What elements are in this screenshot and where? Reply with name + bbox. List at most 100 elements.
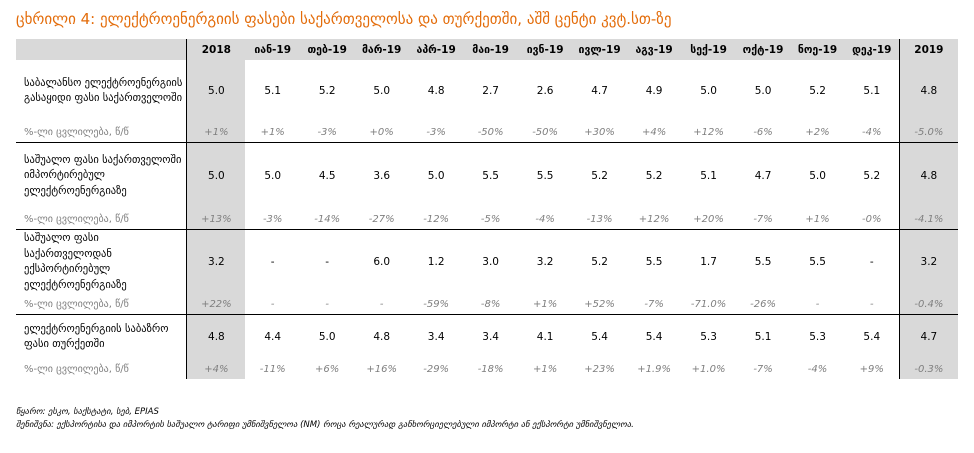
- value-cell: 5.0: [754, 85, 772, 97]
- change-cell: +1.9%: [637, 363, 671, 375]
- value-cell: 6.0: [354, 229, 409, 294]
- remark-note: შენიშვნა: ექსპორტისა და იმპორტის საშუალო…: [16, 420, 634, 430]
- value-cell: 3.2: [517, 229, 573, 294]
- change-cell: +12%: [693, 126, 724, 138]
- value-cell: 5.0: [700, 85, 717, 97]
- value-cell: 5.1: [264, 85, 282, 97]
- change-cell: -: [869, 298, 874, 310]
- value-cell: 5.0: [299, 314, 355, 359]
- change-cell: +12%: [638, 213, 670, 225]
- change-cell: -3%: [426, 126, 446, 138]
- change-cell: -: [815, 298, 820, 310]
- price-table: 2018 იან-19 თებ-19 მარ-19 აპრ-19 მაი-19 …: [16, 39, 958, 379]
- col-header: მაი-19: [463, 39, 518, 60]
- value-cell: 5.5: [626, 229, 682, 294]
- value-cell: -: [245, 229, 300, 294]
- change-cell: -14%: [314, 213, 341, 225]
- change-cell: -0%: [862, 213, 882, 225]
- change-cell: +1.0%: [691, 363, 726, 375]
- value-cell: 5.2: [809, 85, 826, 97]
- change-label: %-ლი ცვლილება, წ/წ: [24, 213, 129, 225]
- value-cell: 5.0: [245, 142, 300, 209]
- value-cell: 3.0: [463, 229, 518, 294]
- col-header: იან-19: [245, 39, 300, 60]
- change-cell: +4%: [186, 359, 246, 379]
- row-label: საშუალო ფასი საქართველოში იმპორტირებულ ე…: [16, 142, 187, 209]
- value-cell: 4.4: [245, 314, 300, 359]
- value-cell: 4.8: [898, 60, 958, 122]
- row-label: ელექტროენერგიის საბაზრო ფასი თურქეთში: [16, 314, 187, 359]
- value-cell: 4.5: [299, 142, 355, 209]
- value-cell: 5.0: [790, 142, 845, 209]
- change-cell: -29%: [423, 363, 450, 375]
- change-cell: +13%: [186, 209, 246, 230]
- value-cell: 3.6: [354, 142, 409, 209]
- change-row: %-ლი ცვლილება, წ/წ +1% +1% -3% +0% -3% -50% -50…: [16, 122, 958, 143]
- table-title: ცხრილი 4: ელექტროენერგიის ფასები საქართვ…: [16, 10, 672, 28]
- change-cell: +1%: [532, 363, 558, 375]
- col-header: ივნ-19: [517, 39, 573, 60]
- change-cell: -4%: [807, 363, 828, 375]
- value-cell: 5.5: [517, 142, 573, 209]
- value-cell: -: [299, 229, 355, 294]
- value-cell: 4.1: [517, 314, 573, 359]
- value-cell: 5.4: [626, 314, 682, 359]
- change-cell: -6%: [753, 126, 773, 138]
- value-cell: 4.7: [591, 85, 608, 97]
- value-cell: 5.0: [408, 142, 464, 209]
- change-cell: +16%: [366, 363, 397, 375]
- change-label: %-ლი ცვლილება, წ/წ: [24, 126, 129, 138]
- change-cell: -7%: [753, 213, 773, 225]
- value-cell: 4.8: [354, 314, 409, 359]
- col-header: აგვ-19: [626, 39, 682, 60]
- change-cell: +9%: [859, 363, 884, 375]
- change-cell: +2%: [805, 126, 830, 138]
- change-cell: +52%: [584, 298, 615, 310]
- table-row: საშუალო ფასი საქართველოდან ექსპორტირებულ…: [16, 229, 958, 294]
- source-note: წყარო: ესკო, საქსტატი, სებ, EPIAS: [16, 407, 159, 417]
- change-cell: -4%: [862, 126, 882, 138]
- col-header: ნოე-19: [790, 39, 845, 60]
- row-label: საბალანსო ელექტროენერგიის გასაყიდი ფასი …: [24, 76, 183, 105]
- change-cell: +1%: [260, 126, 285, 138]
- value-cell: 5.2: [572, 142, 627, 209]
- change-cell: +4%: [641, 126, 667, 138]
- footnotes: წყარო: ესკო, საქსტატი, სებ, EPIAS შენიშვ…: [16, 406, 634, 432]
- value-cell: 5.5: [790, 229, 845, 294]
- table-row: საბალანსო ელექტროენერგიის გასაყიდი ფასი …: [16, 60, 958, 122]
- value-cell: 5.2: [626, 142, 682, 209]
- value-cell: 4.7: [898, 314, 958, 359]
- table-row: ელექტროენერგიის საბაზრო ფასი თურქეთში 4.8…: [16, 314, 958, 359]
- change-cell: -8%: [480, 298, 501, 310]
- change-cell: +22%: [186, 294, 246, 315]
- change-cell: -5%: [480, 213, 501, 225]
- change-cell: -0.4%: [898, 294, 958, 315]
- value-cell: 4.9: [645, 85, 663, 97]
- value-cell: 5.2: [844, 142, 900, 209]
- change-row: %-ლი ცვლილება, წ/წ +22% - - - -59% -8% +1% +52% -…: [16, 294, 958, 315]
- header-row: 2018 იან-19 თებ-19 მარ-19 აპრ-19 მაი-19 …: [16, 39, 958, 60]
- change-cell: -7%: [753, 363, 773, 375]
- change-cell: +30%: [584, 126, 615, 138]
- change-row: %-ლი ცვლილება, წ/წ +4% -11% +6% +16% -29% -18%…: [16, 359, 958, 379]
- change-cell: -4.1%: [898, 209, 958, 230]
- change-cell: -: [325, 298, 329, 310]
- value-cell: 4.8: [186, 314, 246, 359]
- value-cell: 5.1: [681, 142, 736, 209]
- value-cell: 4.8: [898, 142, 958, 209]
- value-cell: 5.5: [735, 229, 791, 294]
- change-cell: -5.0%: [898, 122, 958, 143]
- change-cell: -13%: [586, 213, 613, 225]
- change-cell: +1%: [186, 122, 246, 143]
- change-cell: -18%: [477, 363, 504, 375]
- change-cell: -12%: [423, 213, 450, 225]
- value-cell: 4.8: [427, 85, 445, 97]
- value-cell: 3.4: [408, 314, 464, 359]
- value-cell: 5.4: [572, 314, 627, 359]
- change-cell: -3%: [317, 126, 337, 138]
- change-row: %-ლი ცვლილება, წ/წ +13% -3% -14% -27% -12% -5%…: [16, 209, 958, 230]
- change-cell: -4%: [535, 213, 555, 225]
- change-cell: -59%: [423, 298, 450, 310]
- change-cell: -26%: [750, 298, 776, 310]
- value-cell: 1.2: [408, 229, 464, 294]
